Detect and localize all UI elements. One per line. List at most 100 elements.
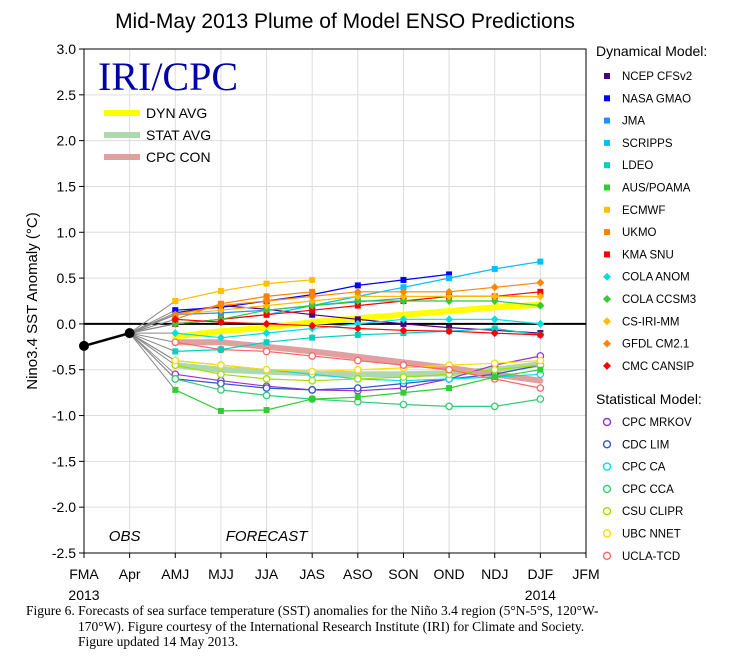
data-point (353, 365, 362, 374)
data-point (490, 329, 499, 338)
data-point (262, 297, 271, 305)
data-point (399, 400, 408, 409)
data-point (353, 287, 362, 296)
data-point (490, 402, 499, 411)
data-point (399, 297, 408, 305)
data-point (172, 348, 179, 355)
connector-line (129, 332, 176, 361)
y-tick-label: -1.0 (52, 408, 76, 424)
data-point (400, 320, 407, 327)
data-point (536, 395, 545, 403)
data-point (171, 310, 180, 319)
y-tick-label: 1.0 (57, 224, 77, 240)
connector-line (129, 332, 176, 375)
x-tick-label: SON (388, 566, 418, 582)
data-point (445, 365, 453, 374)
model-legend: Dynamical Model: NCEP CFSv2 NASA GMAO JMA SC… (596, 43, 707, 563)
data-point (216, 333, 225, 342)
data-point (353, 384, 362, 392)
data-point (536, 319, 545, 328)
connector-line (129, 332, 176, 343)
data-point (262, 319, 271, 328)
data-point (445, 315, 454, 324)
data-point (217, 287, 224, 294)
statistical-series (129, 332, 545, 392)
statistical-heading: Statistical Model: (596, 391, 702, 407)
dynamical-series (129, 332, 544, 414)
dynamical-heading: Dynamical Model: (596, 43, 707, 59)
legend-label: CPC CON (146, 149, 211, 165)
legend-marker (602, 440, 612, 449)
data-point (445, 297, 454, 305)
data-point (354, 282, 361, 289)
forecast-label: FORECAST (226, 528, 310, 545)
data-point (308, 301, 317, 310)
data-point (216, 318, 225, 327)
legend-marker (603, 272, 611, 281)
connector-line (129, 323, 176, 334)
legend-marker (603, 317, 611, 326)
enso-plume-chart: Mid-May 2013 Plume of Model ENSO Predict… (24, 10, 707, 600)
legend-marker (602, 484, 612, 494)
observed-point (124, 328, 135, 339)
data-point (490, 365, 499, 374)
y-tick-label: -2.0 (52, 499, 76, 515)
data-point (172, 298, 179, 304)
statistical-series (129, 332, 545, 411)
legend-label: CDC LIM (622, 439, 669, 451)
data-point (400, 389, 407, 396)
data-point (263, 280, 270, 287)
legend-label: CPC CA (622, 462, 666, 474)
axes-text: -2.5 -2.0 -1.5 -1.0 -0.5 0.0 0.5 1.0 1.5 2.0 2.5 3.… (24, 41, 600, 600)
legend-marker (603, 339, 611, 348)
connector-line (129, 332, 176, 366)
data-point (217, 407, 224, 414)
legend-marker (602, 462, 612, 471)
y-tick-label: 2.5 (57, 87, 77, 103)
data-point (171, 338, 180, 347)
y-tick-label: 2.0 (57, 133, 77, 149)
connector-line (129, 332, 176, 391)
series-line (175, 279, 313, 302)
legend-marker (602, 551, 612, 560)
legend-label: LDEO (622, 160, 653, 172)
legend-label: CS-IRI-MM (622, 316, 680, 328)
data-point (308, 292, 317, 301)
data-point (536, 301, 545, 310)
legend-label: COLA ANOM (622, 272, 690, 284)
data-point (217, 361, 225, 369)
data-point (217, 379, 225, 388)
data-point (490, 292, 499, 301)
data-point (309, 288, 316, 295)
data-point (399, 292, 408, 301)
x-tick-label: OND (434, 566, 465, 582)
data-point (491, 265, 498, 272)
x-tick-label: AMJ (161, 566, 189, 582)
legend-label: CSU CLIPR (622, 506, 683, 518)
data-point (308, 367, 317, 376)
legend-label: KMA SNU (622, 249, 674, 261)
data-point (262, 347, 271, 356)
data-point (217, 346, 224, 353)
data-point (171, 315, 180, 324)
data-point (308, 352, 317, 360)
y-tick-label: 3.0 (57, 41, 77, 57)
series-line (175, 291, 313, 320)
data-point (446, 275, 453, 282)
data-point (536, 330, 545, 339)
data-point (172, 386, 179, 393)
legend-label: GFDL CM2.1 (622, 339, 689, 351)
y-tick-label: 0.5 (57, 270, 77, 286)
data-point (263, 311, 270, 318)
dynamical-series (129, 292, 545, 334)
data-point (446, 271, 453, 278)
iri-cpc-logo: IRI/CPC (98, 54, 238, 99)
data-point (446, 385, 453, 392)
x-tick-label: JFM (572, 566, 599, 582)
legend-label: CPC CCA (622, 484, 674, 496)
legend-label: SCRIPPS (622, 138, 673, 150)
caption-line-2: 170°W). Figure courtesy of the Internati… (78, 618, 585, 634)
y-tick-label: 1.5 (57, 178, 77, 194)
data-point (263, 407, 270, 414)
data-point (536, 278, 545, 287)
